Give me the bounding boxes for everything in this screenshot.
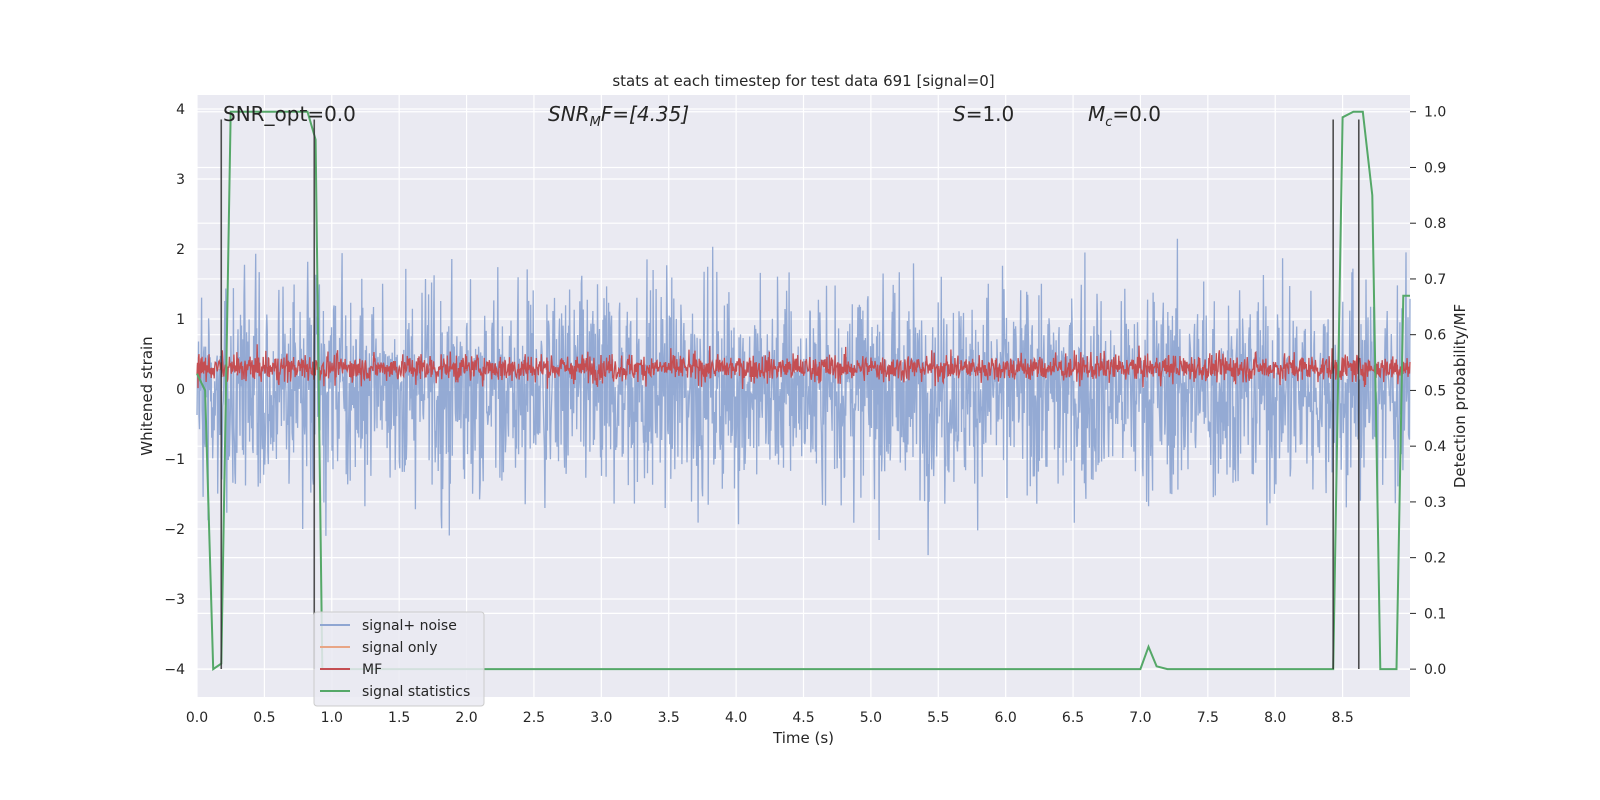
y2-tick-label: 0.7 (1424, 272, 1446, 288)
series-signal-plus-noise (196, 238, 1411, 556)
y-tick-label: −4 (164, 662, 185, 678)
y-tick-label: 3 (176, 172, 185, 188)
y2-tick-label: 0.5 (1424, 383, 1446, 399)
x-tick-label: 8.0 (1264, 710, 1286, 726)
y-tick-label: 1 (176, 312, 185, 328)
x-tick-label: 3.0 (590, 710, 612, 726)
x-tick-label: 0.5 (253, 710, 275, 726)
x-tick-label: 7.0 (1129, 710, 1151, 726)
annotation-mc-rest: =0.0 (1112, 102, 1161, 126)
legend-label-mf: MF (362, 662, 382, 678)
annotation-snr-mf-sub: M (590, 115, 601, 130)
x-tick-label: 5.5 (927, 710, 949, 726)
annotation-s-rest: =1.0 (966, 102, 1015, 126)
annotation-snr-opt: SNR_opt=0.0 (223, 102, 356, 126)
y2-tick-label: 0.3 (1424, 495, 1446, 511)
y-tick-label: −3 (164, 592, 185, 608)
x-tick-label: 3.5 (658, 710, 680, 726)
y2-tick-label: 1.0 (1424, 105, 1446, 121)
legend-label-signal-plus-noise: signal+ noise (362, 618, 457, 634)
x-tick-label: 4.0 (725, 710, 747, 726)
y2-tick-label: 0.0 (1424, 662, 1446, 678)
series-signal-statistics (196, 110, 1410, 671)
line-mf (196, 344, 1411, 390)
y2-tick-label: 0.4 (1424, 439, 1446, 455)
x-tick-label: 2.0 (455, 710, 477, 726)
line-signal-plus-noise (196, 238, 1411, 556)
y2-tick-label: 0.8 (1424, 216, 1446, 232)
x-tick-label: 5.0 (860, 710, 882, 726)
y2-tick-label: 0.6 (1424, 328, 1446, 344)
chart-title: stats at each timestep for test data 691… (612, 72, 994, 90)
y2-axis-ticks: 1.0 0.9 0.8 0.7 0.6 0.5 0.4 0.3 0.2 0.1 0.0 (1410, 105, 1446, 678)
annotation-s: S=1.0 (953, 102, 1014, 126)
y-tick-label: 0 (176, 382, 185, 398)
y2-tick-label: 0.9 (1424, 160, 1446, 176)
legend-label-signal-only: signal only (362, 640, 437, 656)
y-tick-label: 2 (176, 242, 185, 258)
y-axis-ticks: 4 3 2 1 0 −1 −2 −3 −4 (164, 102, 185, 678)
legend-box (313, 611, 485, 707)
annotation-mc-sub: c (1105, 115, 1112, 130)
y-axis-label: Whitened strain (138, 336, 156, 455)
annotation-mc-main: M (1088, 102, 1105, 126)
y2-axis-label: Detection probability/MF (1451, 304, 1469, 488)
vertical-markers (220, 119, 1360, 669)
x-tick-label: 0.0 (186, 710, 208, 726)
y2-tick-label: 0.1 (1424, 606, 1446, 622)
x-tick-label: 1.5 (388, 710, 410, 726)
legend: signal+ noise signal only MF signal stat… (313, 611, 485, 707)
y-tick-label: 4 (176, 102, 185, 118)
annotation-snr-mf-rest: F=[4.35] (601, 102, 689, 126)
legend-label-signal-statistics: signal statistics (362, 684, 470, 700)
x-tick-label: 2.5 (523, 710, 545, 726)
annotation-snr-mf: SNRMF=[4.35] (548, 102, 689, 130)
x-axis-label: Time (s) (772, 729, 834, 747)
x-tick-label: 7.5 (1197, 710, 1219, 726)
x-tick-label: 8.5 (1331, 710, 1353, 726)
series-mf (196, 344, 1411, 390)
y2-tick-label: 0.2 (1424, 551, 1446, 567)
x-tick-label: 6.5 (1062, 710, 1084, 726)
annotation-s-main: S (953, 102, 966, 126)
x-tick-label: 6.0 (995, 710, 1017, 726)
x-tick-label: 1.0 (321, 710, 343, 726)
annotation-snr-mf-main: SNR (548, 102, 590, 126)
annotation-mc: Mc=0.0 (1088, 102, 1161, 130)
x-tick-label: 4.5 (792, 710, 814, 726)
x-axis-ticks: 0.0 0.5 1.0 1.5 2.0 2.5 3.0 3.5 4.0 4.5 5.0 5.5 6.0 6… (186, 710, 1354, 726)
y-tick-label: −1 (164, 452, 185, 468)
y-tick-label: −2 (164, 522, 185, 538)
line-signal-statistics (196, 110, 1410, 671)
